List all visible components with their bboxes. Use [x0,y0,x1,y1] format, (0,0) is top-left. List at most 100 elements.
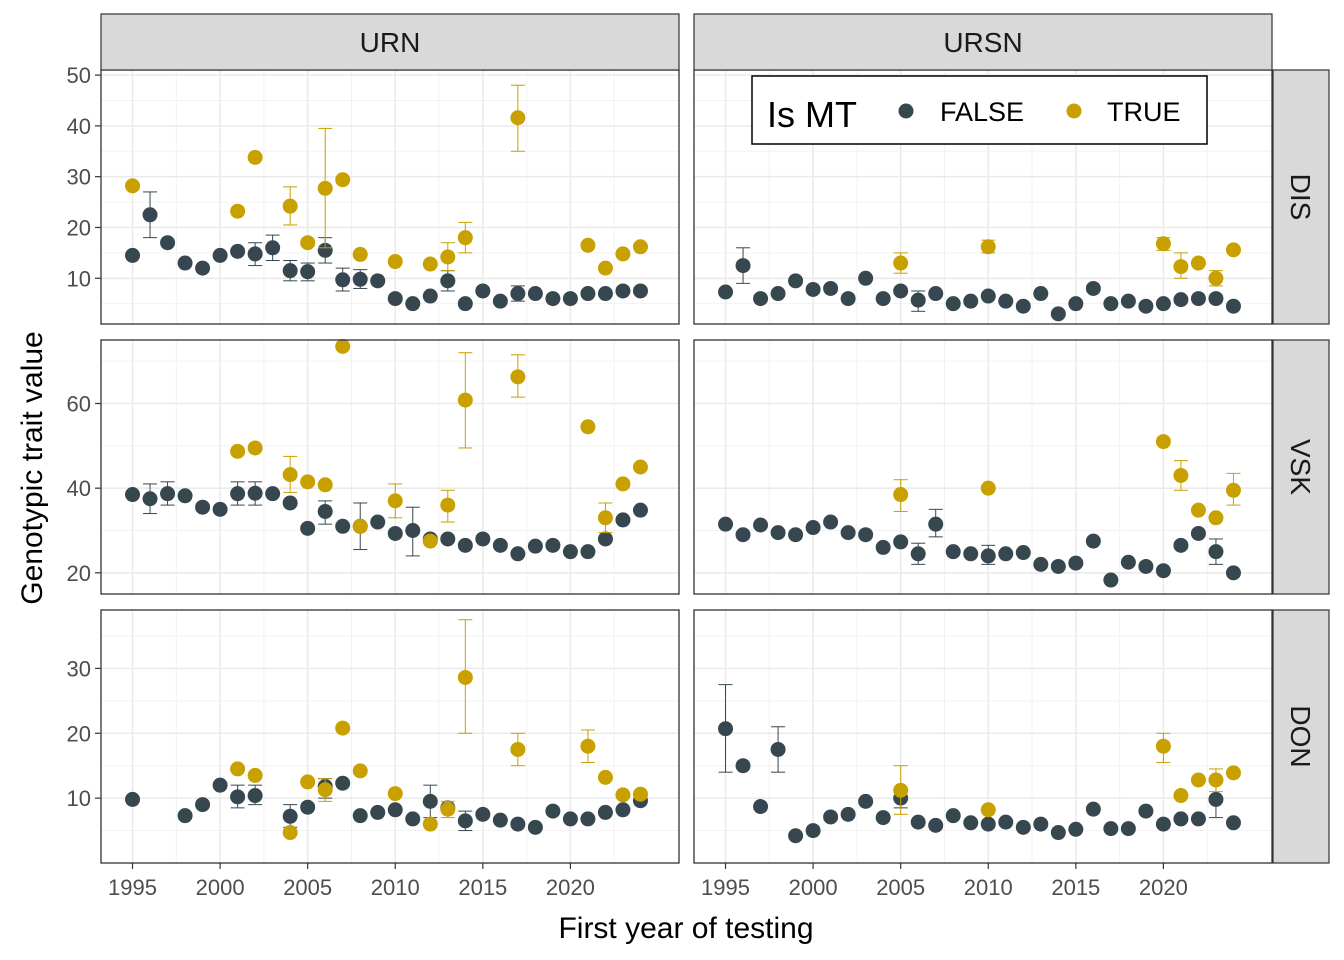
data-point-true [282,467,298,483]
data-point-true [1190,255,1206,271]
data-point-false [125,247,141,263]
data-point-false [910,292,926,308]
data-point-false [142,207,158,223]
data-point-false [177,255,193,271]
data-point-false [805,520,821,536]
data-point-false [875,291,891,307]
data-point-true [300,235,316,251]
data-point-true [1208,270,1224,286]
data-point-false [562,291,578,307]
data-point-false [475,531,491,547]
data-point-true [317,180,333,196]
data-point-true [510,741,526,757]
x-tick-label: 2020 [1139,875,1188,900]
data-point-false [770,286,786,302]
data-point-false [788,273,804,289]
data-point-false [335,775,351,791]
data-point-false [387,525,403,541]
data-point-true [1190,772,1206,788]
strip-label-urn: URN [360,27,421,58]
y-axis-title: Genotypic trait value [16,331,49,604]
data-point-false [735,758,751,774]
x-tick-label: 2020 [546,875,595,900]
data-point-false [580,811,596,827]
y-tick-label: 30 [67,165,91,190]
data-point-true [282,198,298,214]
data-point-false [718,516,734,532]
data-point-false [840,525,856,541]
data-point-false [1120,554,1136,570]
data-point-true [615,476,631,492]
data-point-false [1050,558,1066,574]
data-point-true [335,720,351,736]
data-point-false [1120,821,1136,837]
panel-don-urn [100,609,680,864]
data-point-true [632,239,648,255]
data-point-false [963,815,979,831]
data-point-true [615,246,631,262]
data-point-false [282,808,298,824]
strip-label-dis: DIS [1285,174,1316,221]
data-point-false [247,485,263,501]
data-point-false [963,546,979,562]
data-point-false [1050,825,1066,841]
data-point-false [1068,821,1084,837]
data-point-true [300,774,316,790]
data-point-false [1033,556,1049,572]
x-tick-label: 2000 [196,875,245,900]
data-point-false [195,499,211,515]
data-point-false [300,264,316,280]
data-point-false [632,502,648,518]
data-point-false [580,286,596,302]
data-point-true [457,669,473,685]
data-point-false [1155,816,1171,832]
data-point-false [858,793,874,809]
data-point-false [247,788,263,804]
x-tick-label: 2000 [789,875,838,900]
data-point-true [1155,738,1171,754]
panel-vsk-ursn [693,339,1273,595]
data-point-false [405,523,421,538]
strip-row-vsk [1272,339,1330,595]
data-point-true [615,787,631,803]
data-point-false [893,283,909,299]
panel-vsk-ursn-border [693,339,1273,595]
data-point-true [597,769,613,785]
axes-layer: 10 20 30 40 50 20 40 60 10 20 30 1995 2000 2005 2010 20… [67,63,1188,900]
x-tick-label: 2005 [876,875,925,900]
data-point-false [230,789,246,805]
data-point-false [1155,563,1171,579]
data-point-false [615,283,631,299]
data-point-false [1138,803,1154,819]
data-point-false [160,235,176,251]
data-point-false [615,802,631,818]
data-point-false [823,280,839,296]
data-point-true [317,477,333,493]
data-point-false [212,501,228,517]
data-point-false [928,286,944,302]
data-point-false [1155,296,1171,312]
data-point-true [282,825,298,841]
data-point-true [317,782,333,798]
y-tick-label: 20 [67,561,91,586]
data-point-false [457,813,473,829]
data-point-false [492,812,508,828]
data-point-false [753,799,769,815]
data-point-false [545,803,561,819]
data-point-false [527,538,543,554]
data-point-false [735,527,751,543]
y-tick-label: 40 [67,476,91,501]
data-point-false [980,288,996,304]
data-point-true [1225,242,1241,258]
y-tick-label: 10 [67,266,91,291]
data-point-true [597,510,613,526]
data-point-false [945,808,961,824]
data-point-true [387,254,403,270]
x-tick-label: 2010 [371,875,420,900]
data-point-false [1103,821,1119,837]
data-point-false [510,546,526,562]
data-point-false [718,284,734,300]
data-point-false [1225,565,1241,581]
data-point-false [875,810,891,826]
